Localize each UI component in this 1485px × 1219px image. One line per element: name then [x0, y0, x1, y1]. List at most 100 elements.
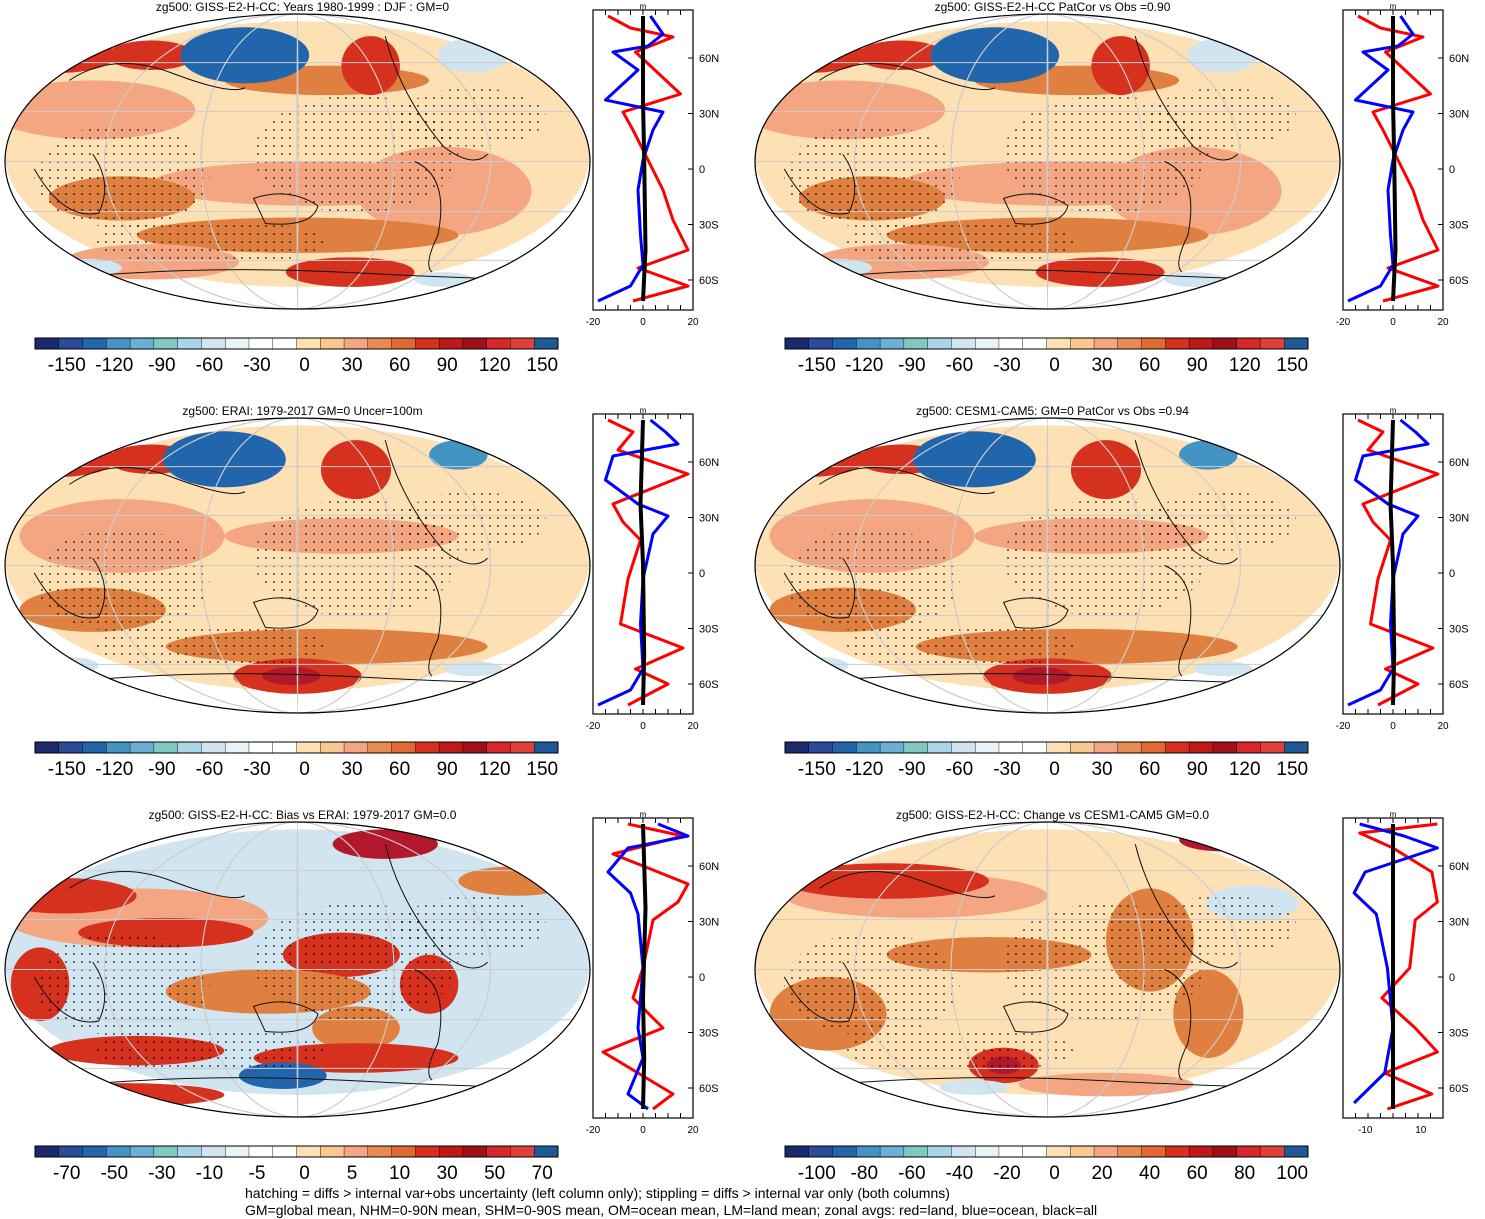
profile-xtick-label-3: 20: [1437, 317, 1449, 328]
colorbar-swatch-20: [486, 337, 511, 350]
field-blob-8: [10, 450, 70, 475]
field-blob-6: [755, 441, 867, 477]
colorbar-swatch-11: [272, 741, 298, 754]
colorbar-label-2: -120: [95, 355, 133, 376]
panel-title: zg500: ERAI: 1979-2017 GM=0 Uncer=100m: [182, 404, 422, 418]
zonal-profile: m -20 0 20 60N 30N 0 30S 60S: [1336, 2, 1469, 328]
profile-lat-label-3: 0: [699, 164, 705, 176]
profile-series-land: [1358, 822, 1439, 1111]
colorbar-label-7: 30: [341, 355, 362, 376]
colorbar-swatch-6: [153, 741, 179, 754]
colorbar-swatch-9: [224, 1145, 250, 1158]
profile-xtick-label-3: 20: [687, 721, 699, 732]
figure-svg: zg500: GISS-E2-H-CC: Years 1980-1999 : D…: [4, 0, 1469, 1183]
colorbar-swatch-9: [974, 1145, 1000, 1158]
field-blob-14: [551, 40, 588, 71]
panel-title: zg500: GISS-E2-H-CC PatCor vs Obs =0.90: [935, 0, 1171, 14]
colorbar-label-2: -50: [101, 1163, 128, 1183]
graticule-lon-5: [103, 418, 492, 713]
colorbar-swatch-20: [1236, 1145, 1261, 1158]
field-blob-17: [443, 661, 503, 677]
coastline-3: [1002, 193, 1069, 225]
profile-lat-label-5: 60S: [699, 679, 719, 691]
stipple-region-3: [842, 1028, 1077, 1073]
colorbar-swatch-16: [391, 337, 416, 350]
profile-lat-label-5: 60S: [1449, 275, 1469, 287]
map-field: [5, 822, 590, 1117]
coastline-2: [783, 557, 856, 619]
colorbar-swatch-20: [486, 1145, 511, 1158]
colorbar-swatch-7: [177, 741, 202, 754]
colorbar-swatch-2: [808, 337, 834, 350]
colorbar-swatch-7: [177, 1145, 202, 1158]
colorbar-swatch-21: [510, 337, 535, 350]
profile-lat-label-3: 0: [699, 972, 705, 984]
colorbar-label-8: 60: [1139, 759, 1160, 780]
colorbar-label-6: 0: [1049, 759, 1060, 780]
profile-lat-label-1: 60N: [1449, 861, 1469, 873]
colorbar-swatch-2: [58, 337, 84, 350]
colorbar-label-7: 5: [347, 1163, 358, 1183]
colorbar-swatch-15: [367, 1145, 393, 1158]
colorbar-swatch-8: [951, 1145, 976, 1158]
colorbar-frame: [34, 741, 559, 754]
graticule-lon-5: [853, 418, 1242, 713]
profile-lat-label-2: 30N: [1449, 109, 1469, 121]
colorbar-label-4: -40: [946, 1163, 973, 1183]
field-blob-11: [930, 27, 1060, 84]
colorbar-swatch-18: [1188, 741, 1214, 754]
profile-series-ocean: [597, 15, 665, 303]
map-outline: [4, 417, 591, 714]
field-blob-2: [755, 80, 946, 140]
map-field: [5, 14, 590, 309]
map-outline: [4, 13, 591, 310]
field-blob-19: [414, 272, 473, 287]
coastline-4: [1134, 844, 1238, 969]
map-outline: [754, 417, 1341, 714]
profile-lat-label-1: 60N: [699, 457, 719, 469]
colorbar-swatch-16: [1141, 337, 1166, 350]
colorbar-swatch-1: [34, 1145, 60, 1158]
graticule-lon-5: [853, 822, 1242, 1117]
profile-lat-label-4: 30S: [699, 1028, 719, 1040]
coastline-5: [414, 565, 442, 677]
colorbar-swatch-14: [1093, 1145, 1119, 1158]
colorbar-swatch-10: [248, 1145, 274, 1158]
field-blob-9: [760, 46, 820, 71]
coastline-1: [819, 63, 996, 91]
profile-xtick-label-2: 0: [640, 317, 646, 328]
stipple-region-4: [399, 491, 547, 551]
profile-lat-label-2: 30N: [699, 513, 719, 525]
colorbar-label-11: 70: [532, 1163, 553, 1183]
colorbar-swatch-21: [1260, 741, 1285, 754]
colorbar-swatch-18: [438, 1145, 464, 1158]
colorbar-label-7: 30: [1091, 759, 1112, 780]
colorbar-label-9: 60: [1187, 1163, 1208, 1183]
colorbar-label-10: 120: [479, 759, 511, 780]
stipple-region-1: [784, 932, 960, 1036]
colorbar-swatch-3: [82, 337, 107, 350]
profile-xtick-label-1: -20: [586, 1125, 601, 1136]
profile-series-all: [638, 419, 647, 706]
coastline-4: [384, 844, 488, 969]
colorbar-swatch-17: [415, 741, 440, 754]
colorbar-swatch-12: [1046, 1145, 1071, 1158]
colorbar-swatch-21: [510, 1145, 535, 1158]
profile-lat-label-4: 30S: [1449, 624, 1469, 636]
profile-unit: m: [640, 406, 647, 415]
profile-xtick-label-1: -20: [586, 721, 601, 732]
profile-series-all: [1391, 16, 1398, 302]
graticule-lon-3: [1046, 418, 1049, 713]
colorbar-label-8: 60: [389, 355, 410, 376]
field-blob-17: [1193, 661, 1253, 677]
colorbar-label-11: 150: [526, 759, 558, 780]
colorbar-swatch-14: [343, 337, 369, 350]
profile-series-ocean: [1347, 15, 1415, 303]
colorbar-label-4: -60: [946, 759, 973, 780]
colorbar-label-2: -80: [851, 1163, 878, 1183]
colorbar-label-5: -30: [993, 355, 1020, 376]
profile-lat-label-2: 30N: [699, 917, 719, 929]
colorbar-swatch-2: [808, 741, 834, 754]
colorbar-label-3: -90: [898, 759, 925, 780]
colorbar-swatch-21: [1260, 1145, 1285, 1158]
